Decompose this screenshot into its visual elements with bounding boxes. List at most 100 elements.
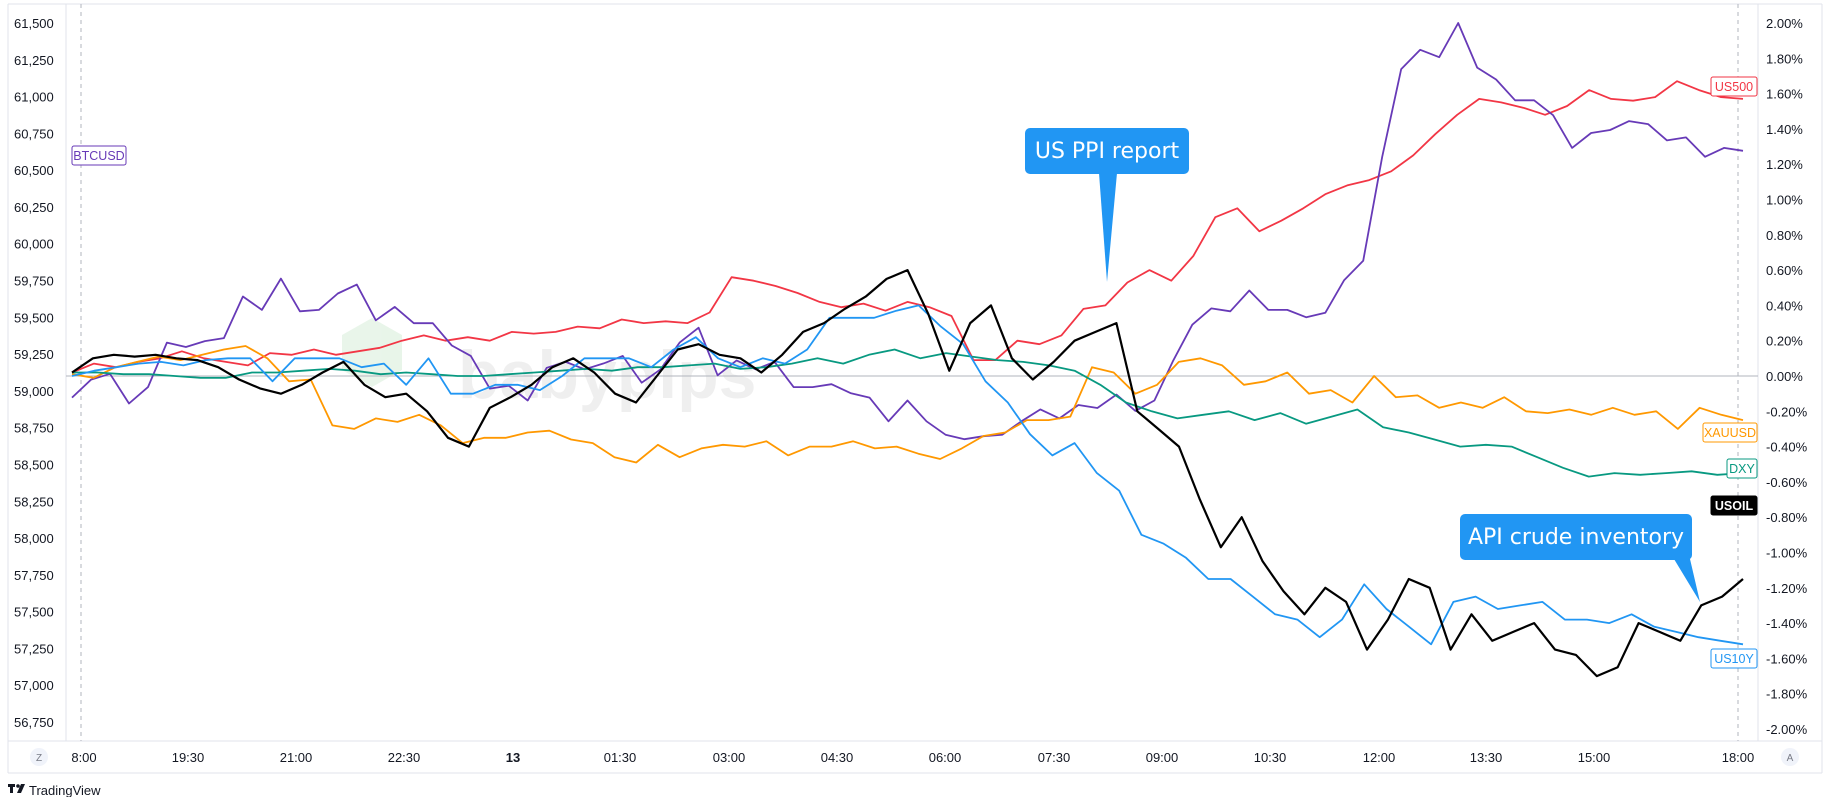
time-axis-tick: 22:30 <box>388 750 421 765</box>
right-axis-tick: 1.20% <box>1766 157 1803 172</box>
right-axis-tick: 1.00% <box>1766 193 1803 208</box>
left-axis-tick: 59,500 <box>14 310 54 325</box>
right-axis-tick: -0.20% <box>1766 404 1808 419</box>
series-tag-usoil: USOIL <box>1715 499 1754 513</box>
time-axis-tick: 15:00 <box>1578 750 1611 765</box>
series-line-xauusd <box>71 345 1744 464</box>
left-axis-tick: 61,250 <box>14 53 54 68</box>
scale-toggle-right-label[interactable]: A <box>1787 753 1794 764</box>
callout-api-crude-box <box>1460 514 1692 560</box>
series-tag-xauusd: XAUUSD <box>1704 426 1756 440</box>
watermark-hexagon-icon <box>342 318 402 387</box>
series-line-btcusd <box>71 22 1744 441</box>
left-axis-tick: 57,250 <box>14 641 54 656</box>
time-axis-tick: 21:00 <box>280 750 313 765</box>
callout-api-crude-text: API crude inventory <box>1468 525 1684 550</box>
callout-us-ppi: US PPI report <box>1025 128 1189 282</box>
series-tag-dxy: DXY <box>1729 462 1755 476</box>
time-axis-tick: 10:30 <box>1254 750 1287 765</box>
left-axis-tick: 60,500 <box>14 163 54 178</box>
scale-toggle-left-label[interactable]: Z <box>36 753 42 764</box>
right-axis-tick: 0.40% <box>1766 298 1803 313</box>
time-axis-tick: 07:30 <box>1038 750 1071 765</box>
left-axis-tick: 60,250 <box>14 200 54 215</box>
left-axis-tick: 58,500 <box>14 457 54 472</box>
tradingview-logo-text[interactable]: TradingView <box>29 783 101 797</box>
time-axis-tick: 03:00 <box>713 750 746 765</box>
scale-toggle-left-circle[interactable] <box>30 748 48 766</box>
scale-toggle-right[interactable]: A <box>1781 748 1799 766</box>
chart-frame <box>7 3 1823 774</box>
tradingview-logo[interactable]: TradingView <box>8 783 101 797</box>
series-tag-box-us500 <box>1710 76 1758 97</box>
series-layer <box>71 22 1744 678</box>
tradingview-logo-icon <box>8 784 25 793</box>
scale-toggle-left[interactable]: Z <box>30 748 48 766</box>
series-line-usoil <box>71 269 1744 678</box>
callout-api-crude-pointer <box>1674 559 1700 602</box>
right-axis-tick: -0.60% <box>1766 475 1808 490</box>
right-axis-tick: 1.80% <box>1766 51 1803 66</box>
time-axis-tick: 13 <box>506 750 520 765</box>
right-axis-tick: 1.60% <box>1766 87 1803 102</box>
left-axis-tick: 57,500 <box>14 605 54 620</box>
left-axis-tick: 59,000 <box>14 384 54 399</box>
series-tag-box-xauusd <box>1702 422 1758 443</box>
right-axis-tick: -0.40% <box>1766 440 1808 455</box>
left-axis-tick: 58,000 <box>14 531 54 546</box>
series-tag-us500: US500 <box>1715 80 1753 94</box>
right-axis-tick: -1.40% <box>1766 616 1808 631</box>
right-axis-tick: 0.00% <box>1766 369 1803 384</box>
time-axis-tick: 19:30 <box>172 750 205 765</box>
time-axis-tick: 09:00 <box>1146 750 1179 765</box>
right-axis-tick: -1.00% <box>1766 546 1808 561</box>
callout-us-ppi-pointer <box>1099 173 1117 282</box>
right-axis-tick: 0.80% <box>1766 228 1803 243</box>
left-axis: 61,500 61,250 61,000 60,750 60,500 60,250 60,0… <box>14 16 54 730</box>
left-axis-tick: 61,000 <box>14 90 54 105</box>
right-axis-tick: 0.60% <box>1766 263 1803 278</box>
right-axis-tick: 2.00% <box>1766 16 1803 31</box>
right-axis-tick: -2.00% <box>1766 722 1808 737</box>
right-axis-tick: -1.20% <box>1766 581 1808 596</box>
left-axis-tick: 59,750 <box>14 274 54 289</box>
time-axis-tick: 12:00 <box>1363 750 1396 765</box>
right-axis-tick: 0.20% <box>1766 334 1803 349</box>
callout-api-crude: API crude inventory <box>1460 514 1700 602</box>
time-axis-tick: 06:00 <box>929 750 962 765</box>
time-axis-tick: 8:00 <box>71 750 96 765</box>
series-tags: US500 BTCUSD XAUUSD DXY US10Y USOIL <box>71 76 1758 669</box>
right-axis-tick: -1.60% <box>1766 651 1808 666</box>
right-axis-tick: 1.40% <box>1766 122 1803 137</box>
time-axis-tick: 04:30 <box>821 750 854 765</box>
time-axis-tick: 13:30 <box>1470 750 1503 765</box>
left-axis-tick: 58,750 <box>14 421 54 436</box>
left-axis-tick: 59,250 <box>14 347 54 362</box>
series-line-us500 <box>71 80 1744 374</box>
series-tag-box-dxy <box>1726 458 1758 479</box>
series-tag-box-btcusd <box>71 145 127 166</box>
right-axis-tick: -1.80% <box>1766 687 1808 702</box>
left-axis-tick: 57,750 <box>14 568 54 583</box>
series-tag-box-us10y <box>1710 648 1758 669</box>
left-axis-tick: 56,750 <box>14 715 54 730</box>
left-axis-tick: 61,500 <box>14 16 54 31</box>
series-tag-us10y: US10Y <box>1714 652 1754 666</box>
left-axis-tick: 57,000 <box>14 678 54 693</box>
series-tag-btcusd: BTCUSD <box>73 149 124 163</box>
left-axis-tick: 60,000 <box>14 237 54 252</box>
time-axis-tick: 18:00 <box>1722 750 1755 765</box>
time-axis-tick: 01:30 <box>604 750 637 765</box>
scale-toggle-right-circle[interactable] <box>1781 748 1799 766</box>
right-axis-tick: -0.80% <box>1766 510 1808 525</box>
right-axis: 2.00% 1.80% 1.60% 1.40% 1.20% 1.00% 0.80% 0.60%… <box>1766 16 1808 737</box>
callout-us-ppi-box <box>1025 128 1189 174</box>
time-axis: 8:00 19:30 21:00 22:30 13 01:30 03:00 04:30 06:0… <box>71 750 1754 765</box>
series-tag-box-usoil <box>1710 495 1758 516</box>
series-line-us10y <box>71 304 1744 646</box>
left-axis-tick: 60,750 <box>14 126 54 141</box>
callout-us-ppi-text: US PPI report <box>1035 139 1180 164</box>
left-axis-tick: 58,250 <box>14 494 54 509</box>
